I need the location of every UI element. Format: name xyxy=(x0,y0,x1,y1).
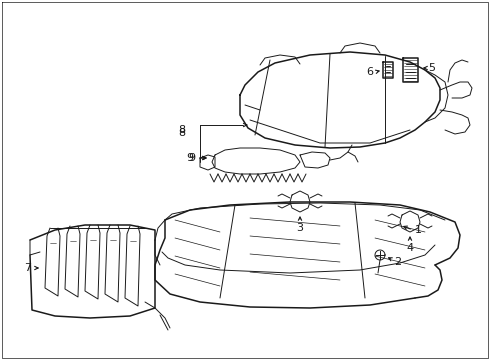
Text: 2: 2 xyxy=(394,257,402,267)
Text: 9: 9 xyxy=(189,153,196,163)
Text: 3: 3 xyxy=(296,223,303,233)
Text: 8: 8 xyxy=(178,128,186,138)
Text: 8: 8 xyxy=(178,125,186,135)
Text: 1: 1 xyxy=(415,225,421,235)
Text: 6: 6 xyxy=(367,67,373,77)
Text: 4: 4 xyxy=(406,243,414,253)
Text: 7: 7 xyxy=(24,263,31,273)
Text: 5: 5 xyxy=(428,63,436,73)
Text: 9: 9 xyxy=(186,153,194,163)
